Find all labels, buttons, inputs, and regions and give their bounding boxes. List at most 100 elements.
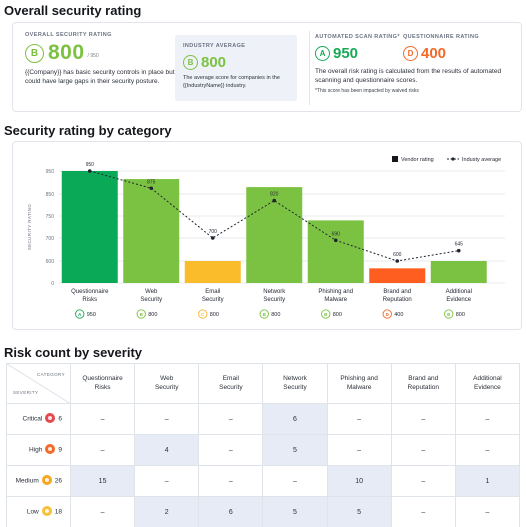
severity-label-cell: High 9: [6, 434, 71, 466]
risk-count-cell: 2: [134, 496, 200, 527]
risk-count-cell: 15: [69, 465, 136, 497]
bar-5: [307, 220, 364, 283]
scan-ratings-block: AUTOMATED SCAN RATING* A 950 QUESTIONNAI…: [315, 34, 515, 94]
column-header-line1: Brand and: [408, 375, 439, 382]
severity-name: Medium: [15, 477, 39, 485]
y-axis-label: SECURITY RATING: [27, 204, 32, 251]
column-header-line2: Security: [154, 383, 179, 391]
average-point-3: [210, 236, 215, 240]
bar-6: [369, 268, 426, 283]
category-heading: Security rating by category: [4, 123, 172, 138]
column-header-line1: Phishing and: [340, 375, 378, 382]
severity-name: High: [29, 446, 43, 454]
grade-letter: B: [324, 312, 328, 317]
category-label-line2: Security: [263, 297, 285, 303]
y-tick-label: 700: [46, 236, 55, 242]
severity-row-low: Low 18–2 6 5 5– –: [6, 496, 521, 527]
severity-dot-icon: [45, 444, 56, 454]
severity-row-critical: Critical 6– – –6– – –: [6, 403, 521, 435]
column-header-line2: Evidence: [474, 383, 501, 391]
average-point-4: [272, 198, 277, 203]
grade-score: 800: [271, 312, 280, 318]
industry-average-label: INDUSTRY AVERAGE: [183, 43, 246, 49]
risk-count-cell: 4: [134, 434, 200, 466]
corner-header: CATEGORY SEVERITY: [6, 363, 71, 404]
category-label-line1: Additional: [446, 289, 472, 295]
risk-count-cell: 5: [326, 496, 392, 527]
risk-count-cell: –: [69, 496, 136, 527]
grade-score: 400: [394, 312, 403, 318]
risk-count-cell: –: [69, 434, 136, 466]
column-header: Email Security: [198, 363, 264, 404]
grade-score: 800: [148, 312, 157, 318]
risk-count-cell: –: [326, 403, 392, 435]
risk-count-cell: –: [390, 496, 456, 527]
corner-diagonal: [7, 364, 70, 403]
overall-rating-block: OVERALL SECURITY RATING B 800 / 950 {{Co…: [25, 32, 175, 86]
category-chart-card: 950 850 750 700 600 0 SECURITY RATING 950 875 700…: [12, 141, 522, 330]
average-point-1: [87, 169, 92, 173]
column-header-line2: Reputation: [407, 383, 439, 391]
severity-dot-icon: [41, 475, 52, 485]
grade-badge-icon: [444, 309, 454, 319]
average-value-label: 700: [209, 229, 218, 235]
industry-grade-badge: B: [183, 54, 198, 70]
category-label-line2: Reputation: [383, 297, 412, 303]
category-label-line2: Evidence: [446, 297, 471, 303]
grade-badge-icon: [259, 309, 269, 319]
grade-badge-icon: [198, 309, 208, 319]
risk-count-cell: 5: [262, 496, 328, 527]
automated-score: 950: [333, 44, 359, 62]
risk-count-cell: –: [262, 465, 328, 497]
legend-average-label: Industy average: [462, 157, 501, 163]
grade-score: 800: [333, 312, 342, 318]
grade-score: 800: [210, 312, 219, 318]
category-chart: 950 850 750 700 600 0 SECURITY RATING 950 875 700…: [27, 156, 505, 319]
overall-out-of: / 950: [87, 53, 99, 59]
risk-count-cell: –: [454, 434, 521, 466]
column-header: Network Security: [262, 363, 328, 404]
overall-description: {{Company}} has basic security controls …: [25, 69, 175, 85]
average-value-label: 645: [455, 242, 464, 248]
risk-table: CATEGORY SEVERITY Questionnaire Risks Web…: [6, 363, 521, 527]
category-label-line1: Questionnaire: [71, 289, 109, 295]
overall-heading: Overall security rating: [4, 3, 142, 18]
category-label-line1: Network: [263, 289, 286, 295]
y-tick-label: 850: [46, 192, 55, 198]
severity-count: 9: [58, 446, 62, 454]
y-tick-label: 0: [51, 281, 54, 287]
legend-vendor-label: Vendor rating: [401, 157, 434, 163]
category-label-line2: Malware: [324, 297, 347, 303]
risk-count-cell: –: [69, 403, 136, 435]
grade-score: 800: [456, 312, 465, 318]
severity-dot-icon: [41, 506, 52, 516]
column-header-line2: Security: [219, 383, 243, 391]
y-tick-label: 600: [46, 259, 55, 265]
average-value-label: 875: [147, 179, 156, 185]
risk-count-cell: 10: [326, 465, 392, 497]
risk-count-cell: –: [134, 403, 200, 435]
average-point-7: [456, 248, 461, 253]
overall-rating-label: OVERALL SECURITY RATING: [25, 32, 112, 38]
column-header-line1: Web: [160, 375, 174, 382]
grade-badge-icon: [75, 309, 85, 319]
column-header-line2: Malware: [346, 383, 372, 391]
industry-description: The average score for companies in the {…: [183, 75, 280, 89]
risk-count-cell: 6: [198, 496, 264, 527]
column-header-line2: Risks: [94, 383, 111, 391]
severity-count: 26: [54, 477, 62, 485]
severity-row-medium: Medium 26 15– – –10–1: [6, 465, 521, 497]
column-header: Web Security: [134, 363, 200, 404]
column-header-line1: Additional: [473, 375, 502, 382]
category-label-line2: Security: [202, 297, 224, 303]
column-header-line2: Security: [283, 383, 307, 391]
severity-count: 6: [58, 415, 62, 423]
grade-letter: B: [447, 312, 451, 317]
column-header-line1: Network: [283, 375, 307, 382]
column-header: Questionnaire Risks: [69, 363, 136, 404]
y-tick-label: 750: [46, 214, 55, 220]
bar-1: [61, 171, 118, 283]
risk-count-cell: 1: [454, 465, 521, 497]
severity-name: Critical: [22, 415, 43, 423]
average-point-2: [149, 186, 154, 191]
